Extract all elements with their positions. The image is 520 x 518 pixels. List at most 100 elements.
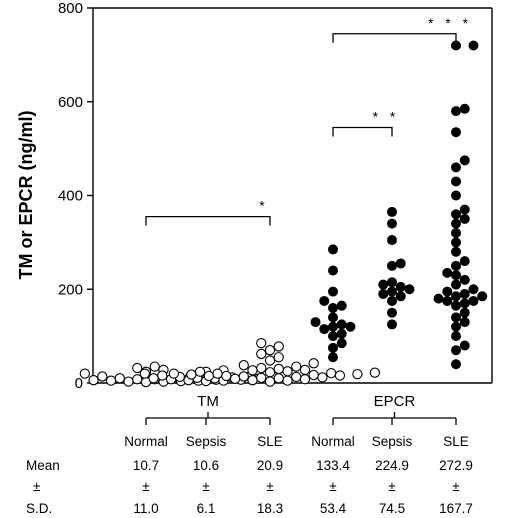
stat-pm: ± <box>202 479 209 494</box>
data-point <box>291 361 302 372</box>
data-point <box>310 317 321 328</box>
data-point <box>450 209 461 220</box>
stat-mean: 10.6 <box>193 458 219 473</box>
data-point <box>450 312 461 323</box>
data-point <box>327 244 338 255</box>
data-point <box>386 235 397 246</box>
data-point <box>450 218 461 229</box>
data-point <box>221 370 232 382</box>
data-point <box>327 352 338 363</box>
data-point <box>327 342 338 353</box>
data-point <box>450 162 461 173</box>
stat-mean: 10.7 <box>133 458 159 473</box>
axes: 0 200 400 600 800 <box>58 0 493 392</box>
data-point <box>450 237 461 248</box>
data-point <box>273 352 284 363</box>
data-point <box>327 312 338 323</box>
category-label: Sepsis <box>372 434 413 449</box>
data-point <box>378 288 389 299</box>
stat-pm: ± <box>452 479 459 494</box>
data-point <box>264 355 276 366</box>
data-point <box>273 363 284 375</box>
data-point <box>386 277 397 288</box>
data-point <box>319 295 330 306</box>
category-label: SLE <box>257 434 283 449</box>
data-point <box>386 260 397 271</box>
data-point <box>247 365 258 376</box>
data-point <box>378 279 389 290</box>
row-label-mean: Mean <box>26 458 60 473</box>
data-point <box>459 204 470 215</box>
data-point <box>450 176 461 187</box>
data-point <box>336 328 347 339</box>
data-point <box>352 368 363 380</box>
data-point <box>450 345 461 356</box>
data-point <box>345 321 356 332</box>
category-label: SLE <box>443 434 469 449</box>
data-point <box>319 324 330 335</box>
data-point <box>386 295 397 306</box>
data-point <box>149 361 160 372</box>
data-point <box>459 317 470 328</box>
significance-bracket <box>332 126 393 137</box>
data-point <box>459 340 470 351</box>
data-point <box>442 286 453 297</box>
data-point <box>336 300 347 311</box>
data-point <box>450 227 461 238</box>
row-label-sd: S.D. <box>26 501 52 516</box>
data-point <box>369 367 381 378</box>
data-point <box>229 373 241 384</box>
data-point <box>326 368 337 379</box>
data-point <box>442 295 453 306</box>
y-tick-label: 800 <box>58 0 83 17</box>
significance-label: * <box>259 198 268 214</box>
y-axis-label: TM or EPCR (ng/ml) <box>16 111 36 280</box>
data-point <box>247 375 258 386</box>
data-point <box>308 358 319 369</box>
data-point <box>336 338 347 349</box>
data-point <box>256 372 267 383</box>
data-point <box>450 106 461 117</box>
stat-sd: 53.4 <box>320 501 347 516</box>
stat-sd: 74.5 <box>379 501 405 516</box>
data-point <box>450 270 461 281</box>
data-point <box>139 368 150 379</box>
data-point <box>450 321 461 332</box>
data-point <box>212 368 223 379</box>
significance-bracket <box>332 33 457 43</box>
data-point <box>468 284 479 295</box>
data-point <box>273 373 284 384</box>
data-point <box>97 371 108 382</box>
significance-label: * * * <box>428 15 472 31</box>
significance-brackets: * * * * * * <box>145 15 472 226</box>
data-point <box>450 190 461 201</box>
data-point <box>168 368 180 379</box>
stat-mean: 224.9 <box>375 458 409 473</box>
data-point <box>395 291 406 302</box>
data-point <box>450 246 461 257</box>
data-point <box>386 206 397 217</box>
group-label: TM <box>197 393 219 410</box>
data-point <box>132 362 143 374</box>
data-point <box>327 331 338 342</box>
data-point <box>157 370 168 381</box>
data-point <box>327 286 338 297</box>
data-point <box>395 281 406 292</box>
data-point <box>395 258 406 269</box>
data-point <box>186 369 197 380</box>
stat-sd: 6.1 <box>197 501 216 516</box>
data-point <box>459 307 470 318</box>
data-point <box>336 319 347 330</box>
data-point <box>88 375 99 386</box>
data-point <box>256 338 267 349</box>
data-point <box>433 293 444 304</box>
y-tick-label: 400 <box>58 188 83 205</box>
data-point <box>256 348 267 360</box>
data-point <box>273 341 284 352</box>
stat-pm: ± <box>266 479 273 494</box>
data-point <box>386 286 397 297</box>
data-point <box>459 288 470 299</box>
stat-pm: ± <box>142 479 149 494</box>
data-point <box>459 274 470 285</box>
data-point <box>468 295 479 306</box>
